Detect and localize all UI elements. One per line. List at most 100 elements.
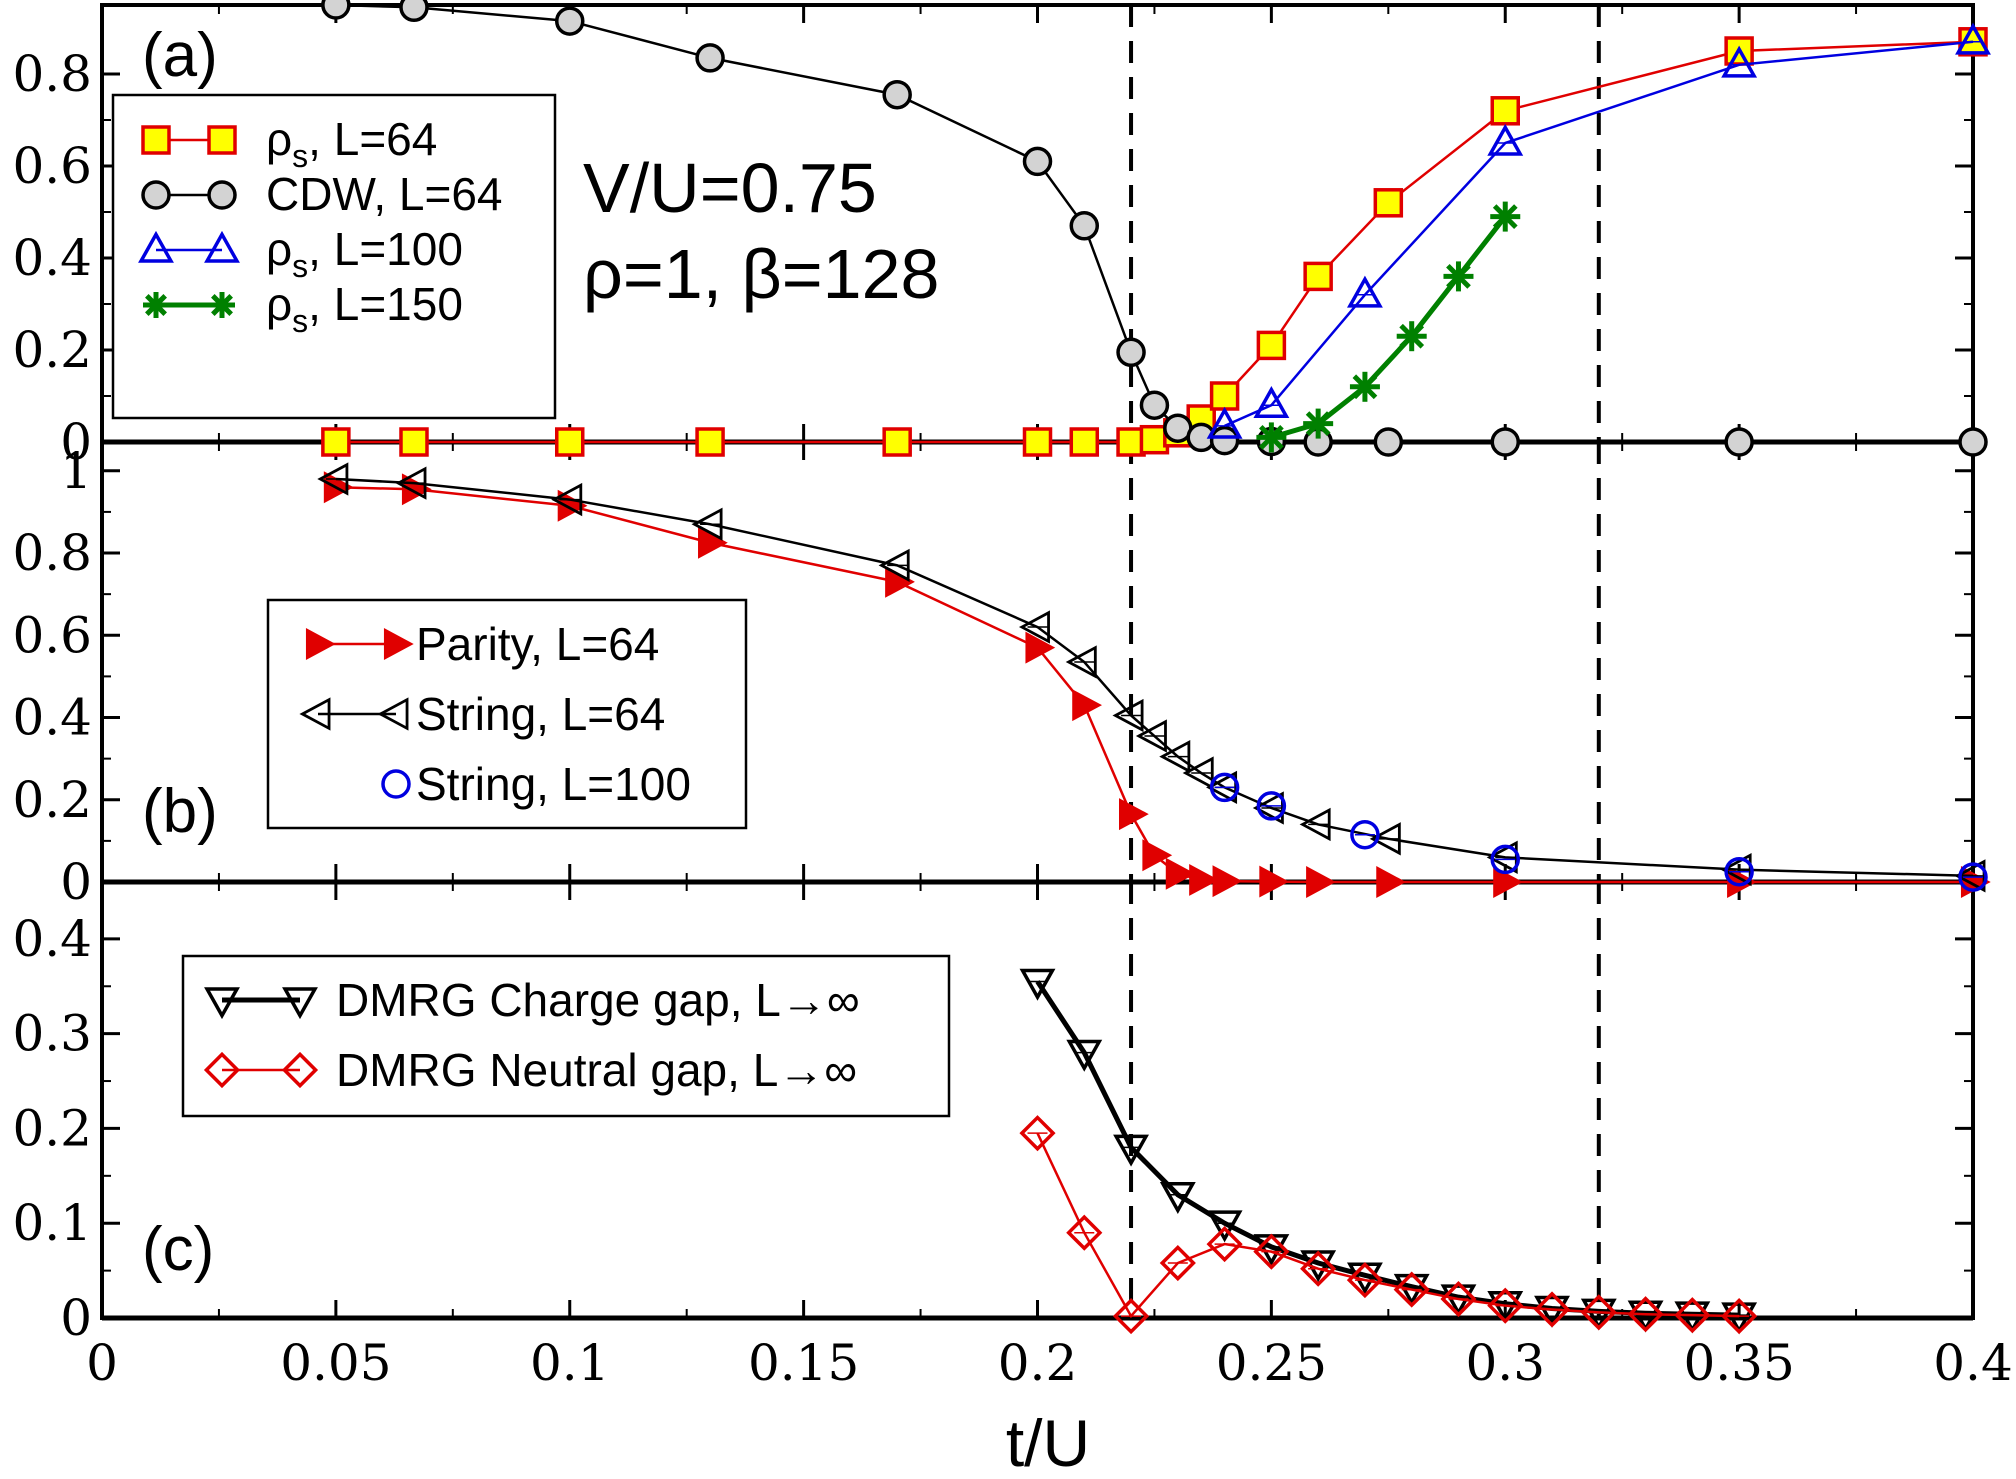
- legend-c: [181, 954, 951, 1118]
- panel-a-series-2: [1206, 22, 1991, 439]
- panel-a-data-point: [1253, 386, 1290, 418]
- legend-a-item-2-marker-left: [138, 230, 174, 263]
- panel-a-data-point: [1958, 427, 1988, 457]
- panel-a-ytick-label: 0.4: [12, 229, 92, 287]
- legend-a-label-3: ρs, L=150: [266, 278, 463, 339]
- panel-b-ytick-label: 0.8: [12, 524, 92, 582]
- panel-a-data-point: [1490, 96, 1520, 126]
- x-axis-label: t/U: [1006, 1406, 1090, 1479]
- panel-a-data-point: [1349, 371, 1380, 402]
- panel-a-data-point: [1373, 188, 1404, 218]
- x-tick-label: 0.1: [530, 1334, 610, 1392]
- annotation-line-2: ρ=1, β=128: [583, 235, 939, 313]
- panel-c-ytick-label: 0.3: [12, 1005, 92, 1063]
- panel-a-data-point: [1955, 22, 1991, 55]
- panel-c-data-point: [1721, 1298, 1758, 1335]
- legend-b-item-0-marker-left: [305, 628, 336, 660]
- legend-c-item-1-marker-right: [281, 1051, 319, 1089]
- panel-b-data-point: [1212, 865, 1243, 898]
- panel-b-series-0: [323, 471, 1991, 898]
- panel-c-data-point: [1346, 1262, 1383, 1299]
- panel-c-data-point: [1300, 1250, 1337, 1287]
- legend-c-label-0: DMRG Charge gap, L→∞: [336, 974, 860, 1026]
- panel-c-data-point: [1066, 1214, 1103, 1251]
- panel-c-data-point: [1159, 1181, 1196, 1214]
- legend-a-label-0: ρs, L=64: [266, 113, 437, 174]
- panel-a-tag: (a): [142, 21, 218, 90]
- legend-a-item-2: ρs, L=100: [138, 223, 463, 284]
- legend-b-item-1-marker-right: [377, 697, 409, 731]
- legend-a-item-0: ρs, L=64: [141, 113, 437, 174]
- panel-b-data-point: [1369, 822, 1401, 856]
- legend-c-item-1-marker-left: [203, 1051, 241, 1089]
- legend-a-item-3-marker-left: [143, 292, 169, 318]
- panel-b-data-point: [1165, 857, 1196, 890]
- panel-b-data-point: [1493, 866, 1523, 898]
- panel-c-data-point: [1674, 1297, 1711, 1334]
- panel-b-tag: (b): [142, 777, 218, 846]
- panel-b-data-point: [317, 462, 349, 496]
- panel-a-data-point: [1490, 201, 1521, 232]
- series-layer: [317, 0, 1991, 1335]
- panel-b-data-point: [1182, 756, 1214, 790]
- panel-b-data-point: [1159, 739, 1191, 774]
- panel-c-data-point: [1627, 1296, 1664, 1333]
- panel-b-ytick-label: 0.6: [12, 606, 92, 664]
- legend-b-label-2: String, L=100: [416, 758, 691, 810]
- panel-c-series-line: [1035, 980, 1740, 1318]
- panel-c-data-point: [1159, 1244, 1196, 1282]
- panel-a-data-point: [1303, 408, 1334, 439]
- panel-a-data-point: [1139, 390, 1170, 420]
- panel-b-data-point: [1259, 865, 1290, 898]
- panel-c-tag: (c): [142, 1215, 214, 1284]
- legend-a-item-3: ρs, L=150: [143, 278, 463, 339]
- panel-c-data-point: [1206, 1210, 1243, 1243]
- panel-b-data-point: [1018, 610, 1050, 644]
- panel-a-series-line: [1270, 215, 1508, 440]
- legend-b-item-0-marker-right: [383, 628, 414, 660]
- panel-b-data-point: [551, 482, 583, 517]
- panel-b-data-point: [691, 507, 723, 541]
- panel-c-data-point: [1580, 1294, 1617, 1331]
- panel-b-data-point: [1189, 863, 1219, 896]
- panel-a-data-point: [1346, 275, 1383, 308]
- panel-a-ytick-label: 0.8: [12, 45, 92, 103]
- panel-c-series-1: [1019, 1115, 1758, 1335]
- panel-b-data-point: [1112, 698, 1144, 733]
- panel-b-data-point: [878, 548, 910, 583]
- panel-b-data-point: [1072, 689, 1102, 722]
- legend-c-item-0: DMRG Charge gap, L→∞: [204, 974, 860, 1026]
- panel-b-data-point: [1209, 772, 1240, 803]
- legend-a-item-0-marker-left: [141, 125, 171, 155]
- panel-b-data-point: [1490, 844, 1520, 875]
- panel-a-ytick-label: 0.6: [12, 137, 92, 195]
- panel-b-data-point: [1724, 856, 1754, 887]
- legend-c-item-0-marker-left: [204, 987, 240, 1020]
- panel-a-series-line: [335, 3, 1973, 444]
- x-tick-label: 0.4: [1933, 1334, 2013, 1392]
- x-tick-label: 0.2: [998, 1334, 1078, 1392]
- panel-a-data-point: [1396, 321, 1427, 352]
- panel-b-data-point: [1206, 770, 1238, 805]
- panel-b-data-point: [1954, 859, 1986, 893]
- panel-a-data-point: [399, 427, 429, 457]
- panel-c-ytick-label: 0.2: [12, 1099, 92, 1157]
- panel-a-ytick-label: 0: [60, 413, 92, 471]
- panel-a-series-3: [1256, 201, 1521, 453]
- panel-b-ytick-label: 0: [60, 853, 92, 911]
- panel-b-ytick-label: 0.2: [12, 771, 92, 829]
- panel-a-data-point: [1069, 427, 1100, 457]
- legend-c-item-1: DMRG Neutral gap, L→∞: [203, 1044, 857, 1096]
- panel-a-series-line: [1224, 40, 1974, 428]
- panel-a-data-point: [1303, 261, 1333, 292]
- panel-a-data-point: [695, 43, 725, 73]
- legend-b-item-1-marker-left: [299, 697, 331, 731]
- panel-a-data-point: [555, 427, 585, 457]
- panel-a-data-point: [555, 6, 585, 36]
- panel-c-series-0: [1019, 968, 1758, 1335]
- panel-c-data-point: [1253, 1233, 1290, 1270]
- panel-a-data-point: [1209, 381, 1240, 411]
- panel-c-ytick-label: 0.4: [12, 910, 92, 968]
- legend-b-item-1: String, L=64: [299, 688, 665, 740]
